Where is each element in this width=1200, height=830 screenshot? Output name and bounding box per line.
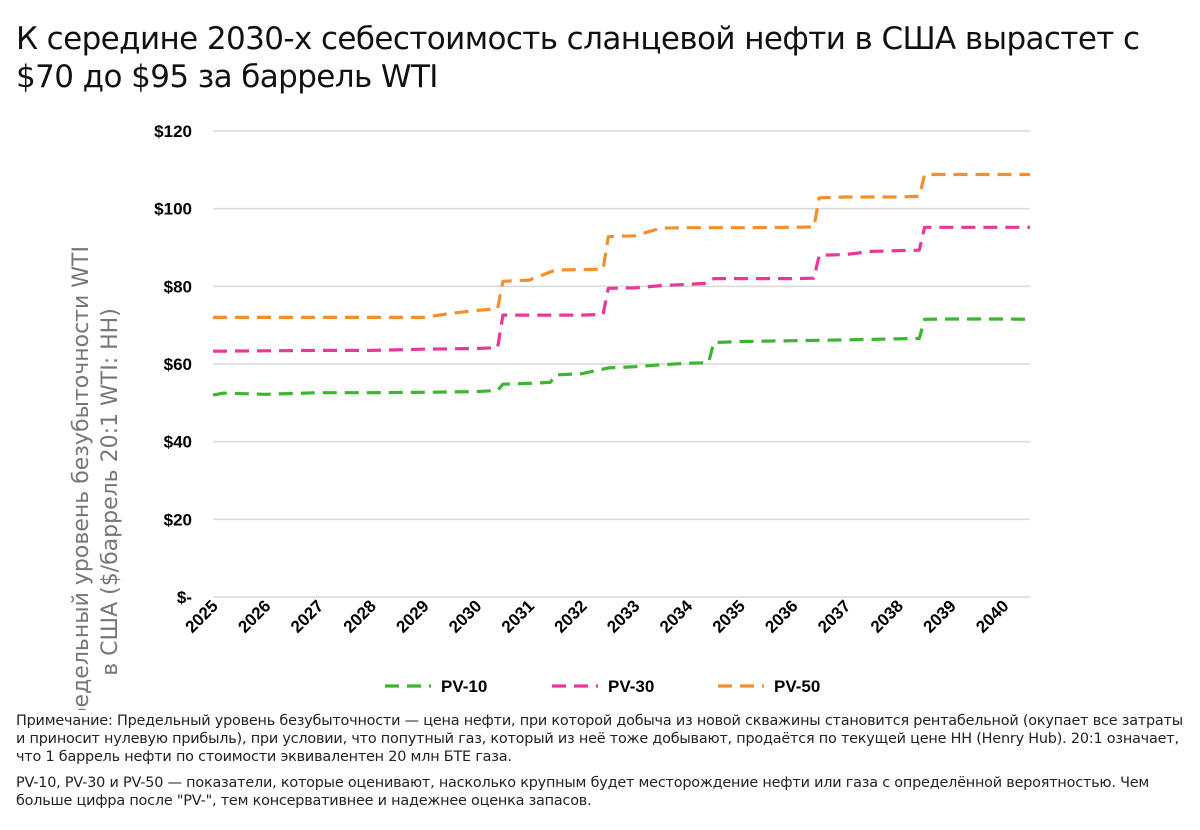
series-lines [212,172,1031,397]
series-line-pv-50 [213,172,1030,319]
grid-lines [213,130,1030,598]
y-tick-label: $- [177,588,192,607]
y-axis-label: Предельный уровень безубыточности WTI в … [69,246,123,710]
x-tick-labels: 2025 2026 2027 2028 2029 2030 2031 2032 2033 2034… [182,596,1013,637]
x-tick-label: 2029 [392,596,432,636]
y-tick-label: $80 [164,277,192,296]
y-tick-label: $100 [154,200,192,219]
x-tick-label: 2040 [972,596,1012,636]
y-tick-label: $120 [154,122,192,141]
x-tick-label: 2028 [340,596,380,636]
x-tick-label: 2030 [445,596,485,636]
x-tick-label: 2027 [287,596,327,636]
series-line-pv-10 [212,317,1031,397]
x-tick-label: 2031 [498,596,538,636]
legend-item-pv-50: PV-50 [718,677,820,696]
x-tick-label: 2036 [761,596,801,636]
x-tick-label: 2032 [551,596,591,636]
x-tick-label: 2035 [709,596,749,636]
legend-label: PV-30 [608,677,654,696]
y-tick-labels: $- $20 $40 $60 $80 $100 $120 [154,122,192,607]
y-tick-label: $20 [164,510,192,529]
footnote-breakeven: Примечание: Предельный уровень безубыточ… [16,713,1183,765]
breakeven-chart: $-$20$40$60$80$100$120 2025 2026 2027 2028 2… [69,122,1031,710]
legend-label: PV-10 [441,677,487,696]
footnotes: Примечание: Предельный уровень безубыточ… [16,712,1191,818]
legend: PV-10 PV-30 PV-50 [385,677,820,696]
x-tick-label: 2033 [603,596,643,636]
y-axis-label-line-2: в США ($/баррель 20:1 WTI: HH) [98,308,123,676]
legend-item-pv-30: PV-30 [552,677,654,696]
footnote-pv: PV-10, PV-30 и PV-50 — показатели, котор… [16,775,1150,809]
y-tick-label: $60 [164,355,192,374]
x-tick-label: 2037 [814,596,854,636]
series-line-pv-30 [212,225,1030,353]
x-tick-label: 2038 [867,596,907,636]
x-tick-label: 2026 [234,596,274,636]
y-axis-label-line-1: Предельный уровень безубыточности WTI [69,246,94,710]
legend-item-pv-10: PV-10 [385,677,487,696]
chart-title: К середине 2030-х себестоимость сланцево… [16,21,1140,95]
x-tick-label: 2034 [656,596,697,637]
legend-label: PV-50 [774,677,820,696]
y-tick-label: $40 [164,433,192,452]
x-tick-label: 2039 [920,596,960,636]
